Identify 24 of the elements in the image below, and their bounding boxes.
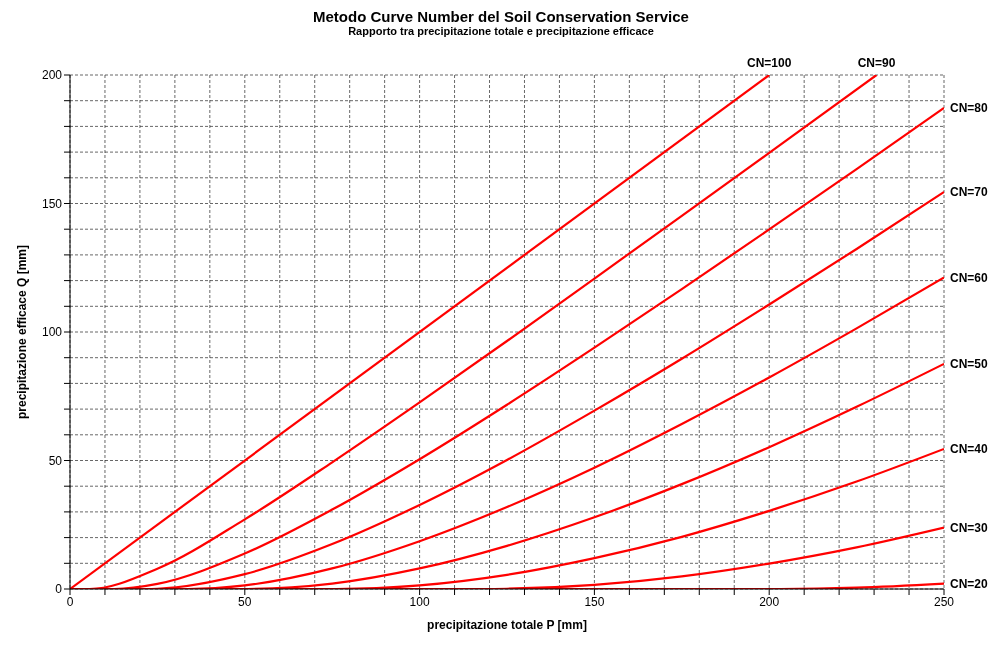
y-tick-label: 50 bbox=[48, 453, 63, 468]
x-tick-label: 200 bbox=[759, 594, 780, 609]
y-tick-label: 0 bbox=[55, 582, 63, 597]
chart-subtitle: Rapporto tra precipitazione totale e precipitazione efficace bbox=[347, 25, 655, 37]
y-tick-label: 100 bbox=[41, 325, 63, 340]
x-tick-label: 100 bbox=[409, 594, 430, 609]
series-label: CN=50 bbox=[950, 356, 989, 371]
series-label: CN=90 bbox=[857, 56, 896, 70]
series-label: CN=70 bbox=[950, 184, 989, 199]
series-label: CN=80 bbox=[950, 100, 989, 115]
x-axis-title: precipitazione totale P [mm] bbox=[427, 618, 587, 632]
y-tick-label: 200 bbox=[41, 68, 63, 83]
series-label: CN=100 bbox=[747, 56, 792, 70]
x-tick-label: 0 bbox=[66, 594, 74, 609]
series-label: CN=60 bbox=[950, 270, 989, 285]
x-tick-label: 250 bbox=[933, 594, 955, 609]
y-tick-label: 150 bbox=[41, 196, 63, 211]
chart-title: Metodo Curve Number del Soil Conservation Service bbox=[312, 8, 690, 25]
series-label: CN=40 bbox=[950, 441, 989, 456]
y-axis-title: precipitazione efficace Q [mm] bbox=[15, 244, 30, 420]
x-tick-label: 50 bbox=[238, 594, 252, 609]
series-label: CN=30 bbox=[950, 520, 989, 535]
series-label: CN=20 bbox=[950, 576, 989, 591]
x-tick-label: 150 bbox=[584, 594, 605, 609]
